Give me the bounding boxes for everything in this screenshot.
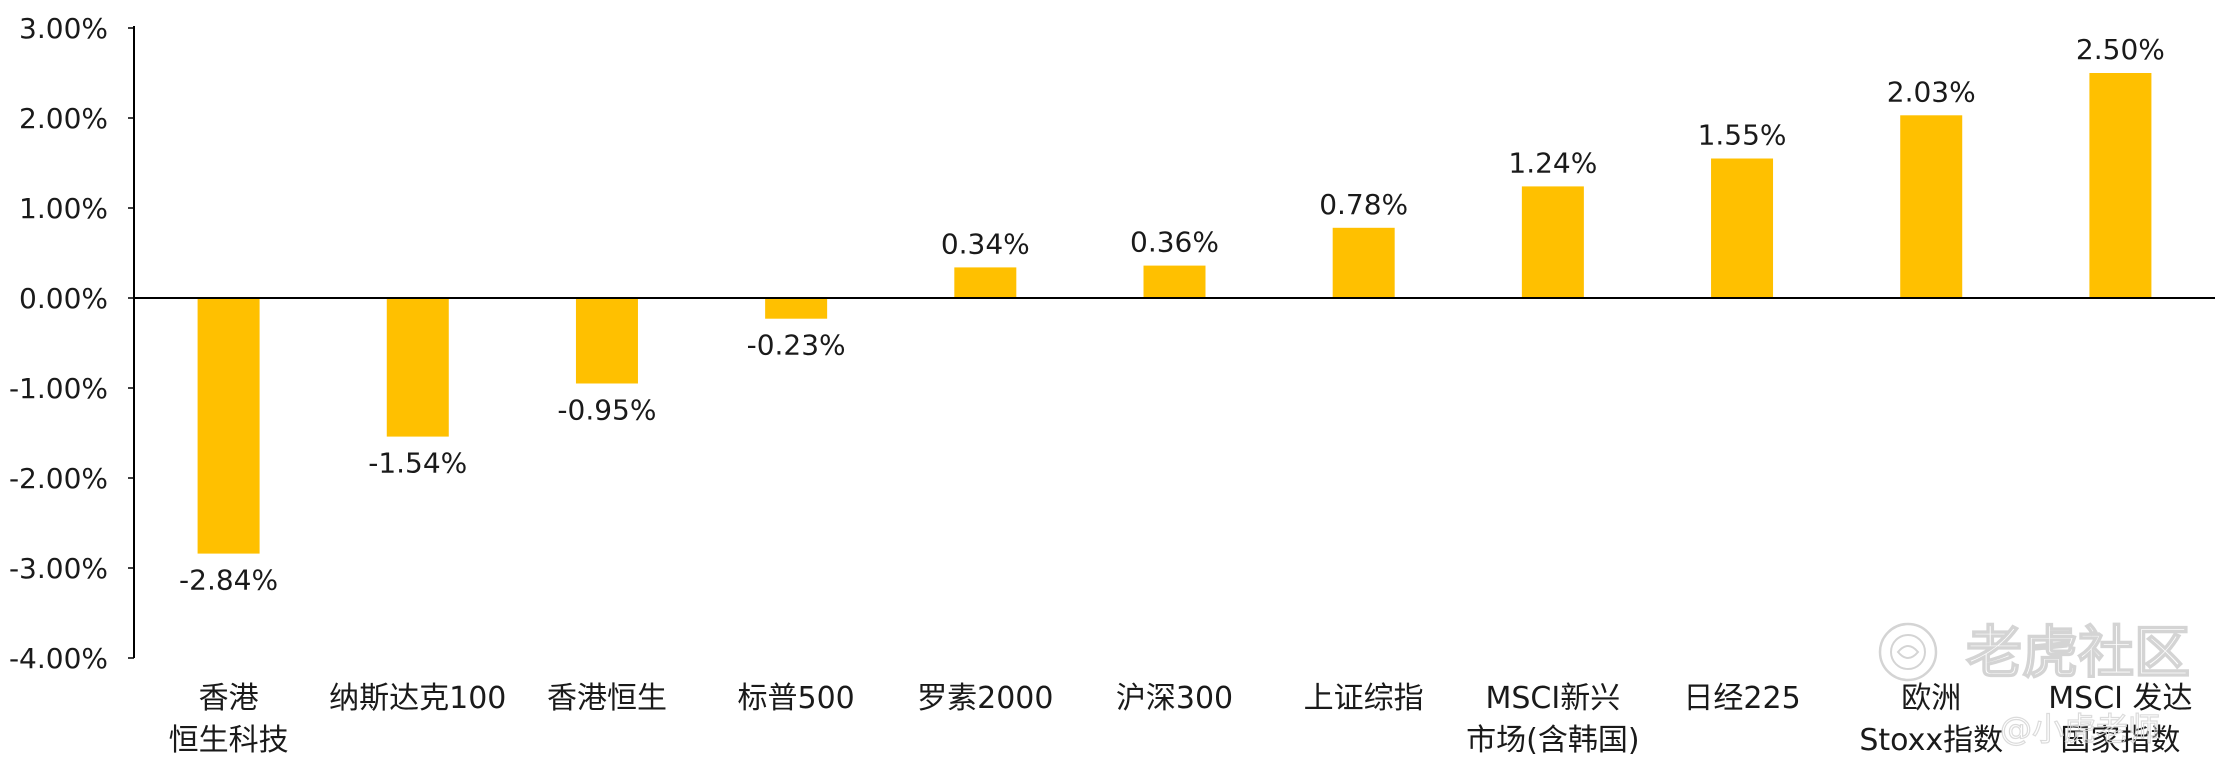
bars-layer	[197, 73, 2152, 554]
tiger-logo-icon	[1878, 622, 1938, 682]
data-label: -1.54%	[368, 447, 467, 480]
data-label: -0.95%	[557, 394, 656, 427]
category-label: 日经225	[1683, 681, 1800, 716]
bar	[1521, 186, 1584, 298]
bar	[765, 298, 828, 319]
watermark: 老虎社区 @小虎老师	[1878, 620, 2191, 749]
data-label: 0.34%	[941, 227, 1030, 260]
category-label: 欧洲	[1901, 681, 1961, 716]
y-tick-label: -2.00%	[9, 462, 108, 495]
category-label: 市场(含韩国)	[1466, 723, 1639, 758]
category-label: 香港恒生	[547, 681, 667, 716]
data-label: -2.84%	[179, 564, 278, 597]
data-label: 2.50%	[2076, 33, 2165, 66]
bar	[1143, 265, 1206, 298]
category-label: 香港	[199, 681, 259, 716]
bar	[2089, 73, 2152, 298]
bar	[197, 298, 260, 554]
watermark-handle: @小虎老师	[2000, 710, 2160, 748]
category-label: 标普500	[738, 681, 855, 716]
category-label: Stoxx指数	[1859, 723, 2003, 758]
bar	[1332, 227, 1395, 298]
bar	[1711, 158, 1774, 298]
bar	[386, 298, 449, 437]
category-label: 罗素2000	[917, 681, 1053, 716]
category-label: 纳斯达克100	[329, 681, 506, 716]
y-tick-label: 3.00%	[19, 12, 108, 45]
bar	[954, 267, 1017, 298]
category-label: 恒生科技	[169, 723, 289, 758]
bar	[1900, 115, 1963, 298]
data-label: 0.78%	[1319, 188, 1408, 221]
y-tick-label: 0.00%	[19, 282, 108, 315]
category-label: 沪深300	[1116, 681, 1233, 716]
category-label: MSCI 发达	[2048, 681, 2192, 716]
y-tick-label: -4.00%	[9, 642, 108, 675]
y-tick-label: 1.00%	[19, 192, 108, 225]
y-tick-label: -3.00%	[9, 552, 108, 585]
y-tick-label: 2.00%	[19, 102, 108, 135]
bar	[575, 298, 638, 384]
data-label: 1.55%	[1698, 119, 1787, 152]
data-label: -0.23%	[747, 329, 846, 362]
watermark-brand: 老虎社区	[1966, 621, 2190, 686]
data-label: 2.03%	[1887, 75, 1976, 108]
axes-layer	[128, 26, 2215, 659]
y-tick-label: -1.00%	[9, 372, 108, 405]
category-label: 国家指数	[2060, 723, 2180, 758]
data-label: 0.36%	[1130, 226, 1219, 259]
data-label: 1.24%	[1508, 146, 1597, 179]
category-label: MSCI新兴	[1485, 681, 1620, 716]
category-label: 上证综指	[1304, 681, 1424, 716]
